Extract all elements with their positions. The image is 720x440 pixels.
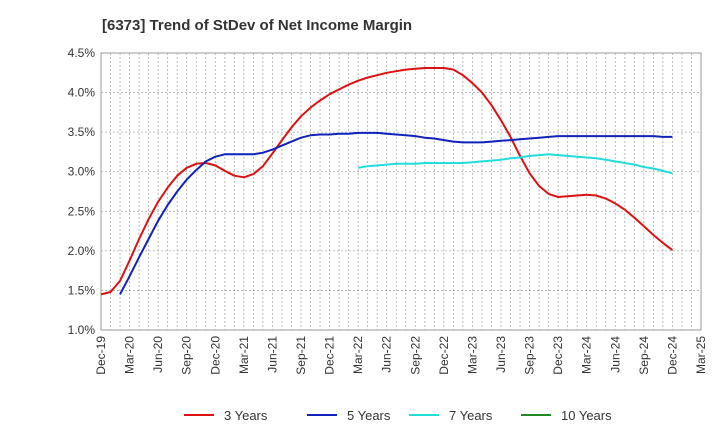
x-tick-label: Mar-23 [465,336,479,374]
legend-item: 3 Years [184,408,268,423]
x-tick-label: Mar-21 [237,336,251,374]
y-axis: 1.0% 1.5% 2.0% 2.5% 3.0% 3.5% 4.0% 4.5% [68,46,96,337]
y-tick-label: 3.5% [68,125,96,139]
legend-label: 5 Years [347,408,391,423]
x-tick-label: Sep-20 [180,336,194,375]
series-lines [100,67,674,296]
x-tick-label: Dec-20 [208,336,222,375]
x-tick-label: Jun-20 [151,336,165,373]
x-tick-label: Sep-21 [294,336,308,375]
legend-item: 10 Years [521,408,612,423]
plot-area [100,52,702,331]
x-tick-label: Mar-25 [694,336,708,374]
x-tick-label: Dec-22 [437,336,451,375]
x-tick-label: Sep-22 [408,336,422,375]
x-tick-label: Jun-23 [494,336,508,373]
legend-label: 3 Years [224,408,268,423]
legend-label: 10 Years [561,408,612,423]
y-tick-label: 4.0% [68,86,96,100]
x-tick-label: Mar-24 [580,336,594,374]
x-tick-label: Jun-21 [265,336,279,373]
x-axis: Dec-19 Mar-20 Jun-20 Sep-20 Dec-20 Mar-21 Jun-… [94,336,708,375]
x-tick-label: Dec-19 [94,336,108,375]
y-tick-label: 3.0% [68,165,96,179]
legend-label: 7 Years [449,408,493,423]
series-line-5-years [119,131,673,295]
y-tick-label: 2.5% [68,204,96,218]
y-tick-label: 1.0% [68,323,96,337]
series-line-3-years [100,67,674,296]
series-line-7-years [357,153,673,175]
x-tick-label: Sep-23 [523,336,537,375]
legend: 3 Years 5 Years 7 Years 10 Years [184,408,612,423]
y-tick-label: 4.5% [68,46,96,60]
x-tick-label: Dec-23 [551,336,565,375]
y-tick-label: 1.5% [68,283,96,297]
chart-title: [6373] Trend of StDev of Net Income Marg… [102,17,412,34]
x-tick-label: Jun-22 [380,336,394,373]
x-tick-label: Sep-24 [637,336,651,375]
legend-item: 5 Years [307,408,391,423]
y-tick-label: 2.0% [68,244,96,258]
x-tick-label: Mar-20 [123,336,137,374]
x-tick-label: Dec-21 [323,336,337,375]
legend-item: 7 Years [409,408,493,423]
x-tick-label: Dec-24 [665,336,679,375]
x-tick-label: Mar-22 [351,336,365,374]
x-tick-label: Jun-24 [608,336,622,373]
grid [101,53,701,330]
